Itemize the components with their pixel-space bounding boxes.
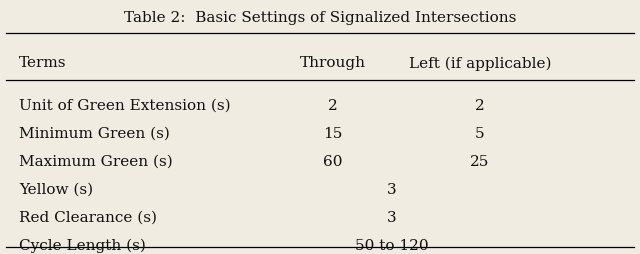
Text: 60: 60	[323, 154, 342, 168]
Text: Terms: Terms	[19, 56, 67, 70]
Text: 2: 2	[328, 98, 337, 112]
Text: Minimum Green (s): Minimum Green (s)	[19, 126, 170, 140]
Text: Left (if applicable): Left (if applicable)	[409, 56, 551, 70]
Text: 3: 3	[387, 182, 397, 196]
Text: Table 2:  Basic Settings of Signalized Intersections: Table 2: Basic Settings of Signalized In…	[124, 11, 516, 25]
Text: 2: 2	[475, 98, 485, 112]
Text: Through: Through	[300, 56, 365, 70]
Text: Cycle Length (s): Cycle Length (s)	[19, 238, 146, 252]
Text: Red Clearance (s): Red Clearance (s)	[19, 210, 157, 224]
Text: 3: 3	[387, 210, 397, 224]
Text: 5: 5	[475, 126, 484, 140]
Text: Maximum Green (s): Maximum Green (s)	[19, 154, 173, 168]
Text: 25: 25	[470, 154, 490, 168]
Text: 50 to 120: 50 to 120	[355, 238, 429, 252]
Text: Unit of Green Extension (s): Unit of Green Extension (s)	[19, 98, 230, 112]
Text: 15: 15	[323, 126, 342, 140]
Text: Yellow (s): Yellow (s)	[19, 182, 93, 196]
